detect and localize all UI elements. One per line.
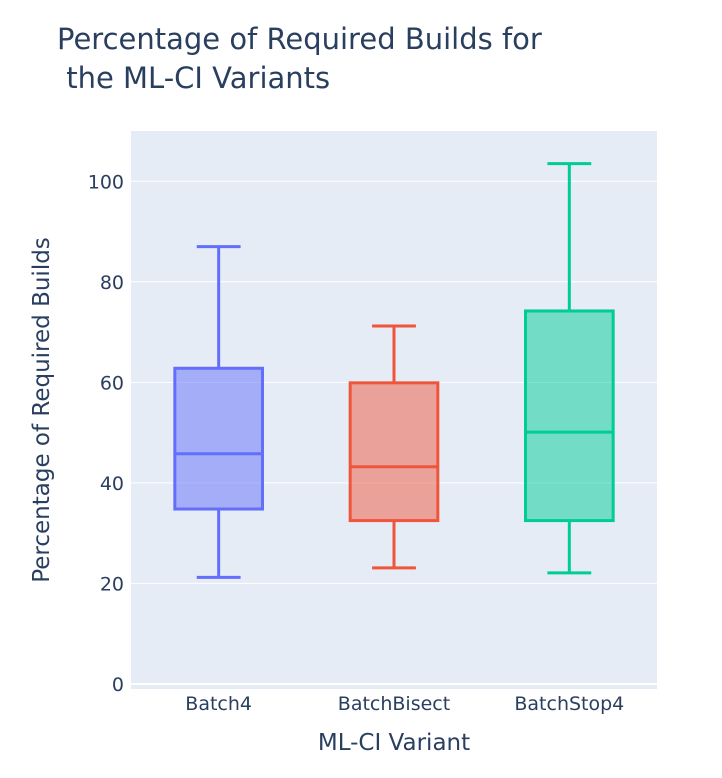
y-tick-label: 40 — [100, 473, 124, 495]
x-tick-labels: Batch4 BatchBisect BatchStop4 — [185, 693, 624, 715]
y-tick-label: 0 — [112, 674, 124, 696]
chart-title-line-1: Percentage of Required Builds for — [57, 22, 542, 56]
iqr-box — [524, 309, 615, 523]
x-tick-label: BatchStop4 — [514, 693, 624, 715]
chart-title-line-2: the ML-CI Variants — [57, 61, 330, 95]
x-tick-label: BatchBisect — [338, 693, 450, 715]
iqr-box — [348, 381, 440, 523]
chart-title: Percentage of Required Builds for the ML… — [57, 22, 542, 95]
box-batchstop4 — [524, 162, 615, 575]
iqr-box — [173, 366, 264, 511]
y-tick-label: 60 — [100, 372, 124, 394]
y-tick-label: 80 — [100, 272, 124, 294]
y-tick-labels: 0 20 40 60 80 100 — [88, 171, 124, 696]
y-tick-label: 20 — [100, 573, 124, 595]
y-tick-label: 100 — [88, 171, 124, 193]
box-batch4 — [173, 245, 264, 579]
y-axis-title: Percentage of Required Builds — [29, 237, 55, 583]
x-axis-title: ML-CI Variant — [318, 730, 470, 756]
boxes — [173, 162, 615, 579]
box-batchbisect — [348, 324, 440, 570]
x-tick-label: Batch4 — [185, 693, 252, 715]
